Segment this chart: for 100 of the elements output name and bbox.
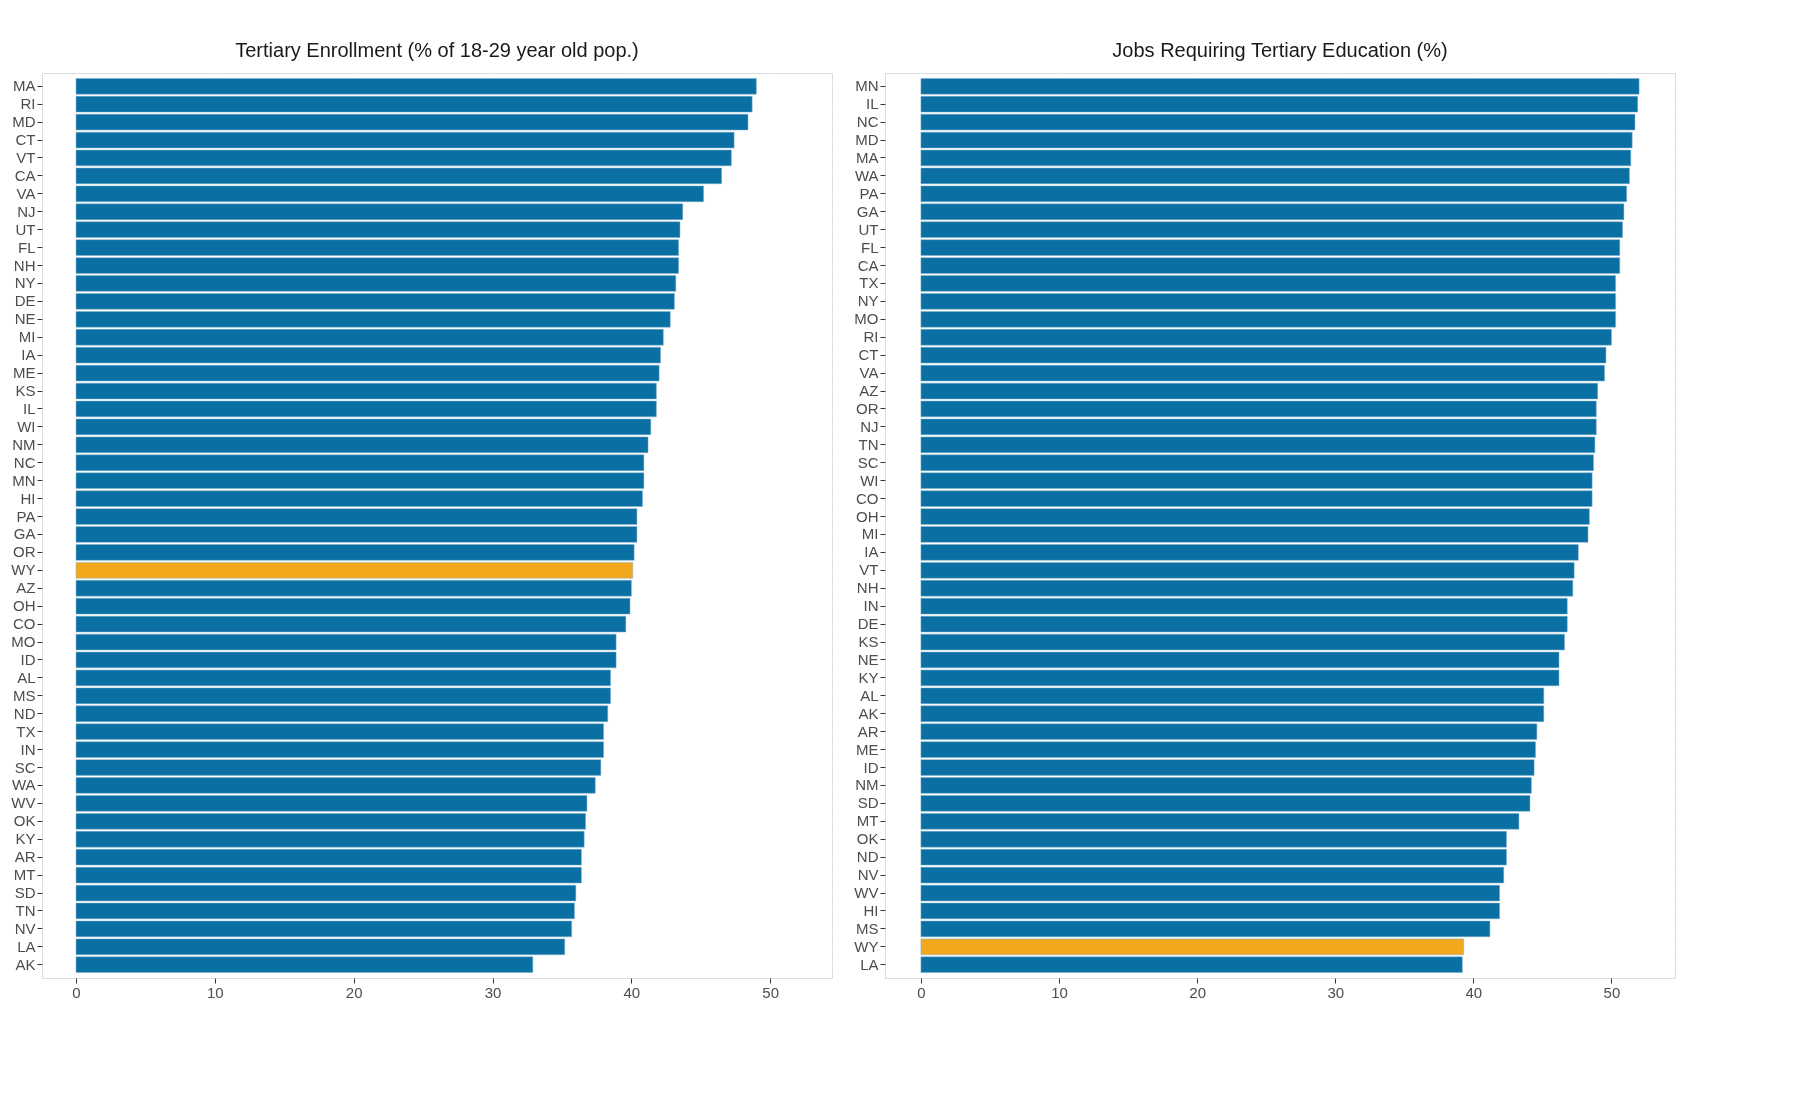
y-tick-label: MI bbox=[18, 328, 36, 346]
x-tick-label: 40 bbox=[623, 983, 641, 1001]
y-tick-label: NV bbox=[857, 866, 879, 884]
y-tick-label: SC bbox=[14, 758, 36, 776]
y-tick-label: AL bbox=[17, 668, 36, 686]
y-tick-label: MD bbox=[12, 113, 36, 131]
x-tick-label: 20 bbox=[1189, 983, 1206, 1001]
y-tick-label: LA bbox=[17, 937, 36, 955]
y-tick-label: FL bbox=[17, 238, 36, 256]
y-tick-label: ME bbox=[856, 740, 879, 758]
x-tick-label: 10 bbox=[207, 983, 224, 1001]
y-tick-label: KS bbox=[15, 382, 36, 400]
y-tick-label: MI bbox=[861, 525, 879, 543]
x-tick-label: 30 bbox=[1327, 983, 1345, 1001]
y-tick-label: WI bbox=[860, 471, 879, 489]
y-tick-label: NE bbox=[857, 650, 879, 668]
y-tick-label: NY bbox=[14, 274, 36, 292]
y-tick-label: MS bbox=[13, 686, 36, 704]
x-tick-label: 40 bbox=[1465, 983, 1483, 1001]
y-tick-label: MT bbox=[856, 812, 879, 830]
x-tick-label: 30 bbox=[484, 983, 502, 1001]
y-tick-label: NM bbox=[12, 435, 36, 453]
y-tick-label: LA bbox=[860, 955, 879, 973]
y-tick-label: HI bbox=[863, 901, 879, 919]
y-tick-label: NH bbox=[856, 579, 879, 597]
y-tick-label: GA bbox=[13, 525, 36, 543]
y-tick-label: AR bbox=[14, 848, 36, 866]
y-tick-label: KY bbox=[15, 830, 36, 848]
y-tick-label: AK bbox=[15, 955, 36, 973]
y-tick-label: ME bbox=[13, 364, 36, 382]
y-tick-label: DE bbox=[857, 615, 879, 633]
y-tick-label: MA bbox=[13, 77, 36, 95]
y-tick-label: OR bbox=[856, 399, 879, 417]
y-tick-label: WV bbox=[11, 794, 36, 812]
y-tick-label: PA bbox=[859, 184, 879, 202]
y-tick-label: OR bbox=[13, 543, 36, 561]
y-tick-label: UT bbox=[858, 220, 879, 238]
y-tick-label: ND bbox=[856, 848, 879, 866]
y-tick-label: NC bbox=[856, 113, 879, 131]
y-tick-label: NM bbox=[855, 776, 879, 794]
y-tick-label: WY bbox=[11, 561, 36, 579]
y-tick-label: OK bbox=[856, 830, 879, 848]
y-tick-label: IL bbox=[22, 399, 36, 417]
y-tick-label: ID bbox=[863, 758, 879, 776]
y-tick-label: AK bbox=[858, 704, 879, 722]
y-tick-label: CT bbox=[858, 346, 879, 364]
y-tick-label: IN bbox=[863, 597, 879, 615]
y-tick-label: WI bbox=[17, 417, 36, 435]
y-tick-label: TN bbox=[858, 435, 879, 453]
y-tick-label: IA bbox=[864, 543, 879, 561]
x-tick-label: 0 bbox=[917, 983, 926, 1001]
y-tick-label: CO bbox=[856, 489, 879, 507]
y-tick-label: SD bbox=[14, 884, 36, 902]
y-tick-label: OH bbox=[13, 597, 36, 615]
y-tick-label: HI bbox=[20, 489, 36, 507]
y-tick-label: WA bbox=[11, 776, 36, 794]
y-tick-label: RI bbox=[20, 95, 36, 113]
y-tick-label: UT bbox=[15, 220, 36, 238]
y-tick-label: NJ bbox=[17, 202, 36, 220]
y-tick-label: VA bbox=[16, 184, 36, 202]
y-tick-label: AR bbox=[857, 722, 879, 740]
x-tick-label: 50 bbox=[762, 983, 780, 1001]
y-tick-label: NH bbox=[13, 256, 36, 274]
y-tick-label: ID bbox=[20, 650, 36, 668]
y-tick-label: IL bbox=[865, 95, 879, 113]
y-tick-label: WV bbox=[854, 884, 879, 902]
y-tick-label: MA bbox=[856, 148, 879, 166]
y-tick-label: RI bbox=[863, 328, 879, 346]
x-tick-label: 10 bbox=[1051, 983, 1068, 1001]
y-tick-label: AZ bbox=[859, 382, 879, 400]
y-tick-label: IA bbox=[21, 346, 36, 364]
y-tick-label: VT bbox=[16, 148, 36, 166]
y-tick-label: WY bbox=[854, 937, 879, 955]
y-tick-label: NJ bbox=[860, 417, 879, 435]
y-tick-label: WA bbox=[854, 166, 879, 184]
y-tick-label: AZ bbox=[16, 579, 36, 597]
y-tick-label: TX bbox=[16, 722, 36, 740]
y-tick-label: NC bbox=[13, 453, 36, 471]
y-tick-label: GA bbox=[856, 202, 879, 220]
y-tick-label: NV bbox=[14, 919, 36, 937]
x-tick-label: 0 bbox=[72, 983, 81, 1001]
y-tick-label: AL bbox=[860, 686, 879, 704]
y-tick-label: SC bbox=[857, 453, 879, 471]
y-tick-label: TX bbox=[859, 274, 879, 292]
y-tick-label: MO bbox=[854, 310, 879, 328]
chart-title: Jobs Requiring Tertiary Education (%) bbox=[1112, 39, 1448, 61]
y-tick-label: NE bbox=[14, 310, 36, 328]
y-tick-label: CA bbox=[857, 256, 879, 274]
x-tick-label: 20 bbox=[345, 983, 363, 1001]
y-tick-label: MD bbox=[855, 131, 879, 149]
y-tick-label: PA bbox=[16, 507, 36, 525]
y-tick-label: VT bbox=[859, 561, 879, 579]
chart-title: Tertiary Enrollment (% of 18-29 year old pop.) bbox=[235, 39, 639, 61]
y-tick-label: CA bbox=[14, 166, 36, 184]
y-tick-label: MO bbox=[11, 633, 36, 651]
y-tick-label: CO bbox=[13, 615, 36, 633]
y-tick-label: KY bbox=[858, 668, 879, 686]
y-tick-label: CT bbox=[15, 131, 36, 149]
y-tick-label: NY bbox=[857, 292, 879, 310]
y-tick-label: MN bbox=[12, 471, 36, 489]
